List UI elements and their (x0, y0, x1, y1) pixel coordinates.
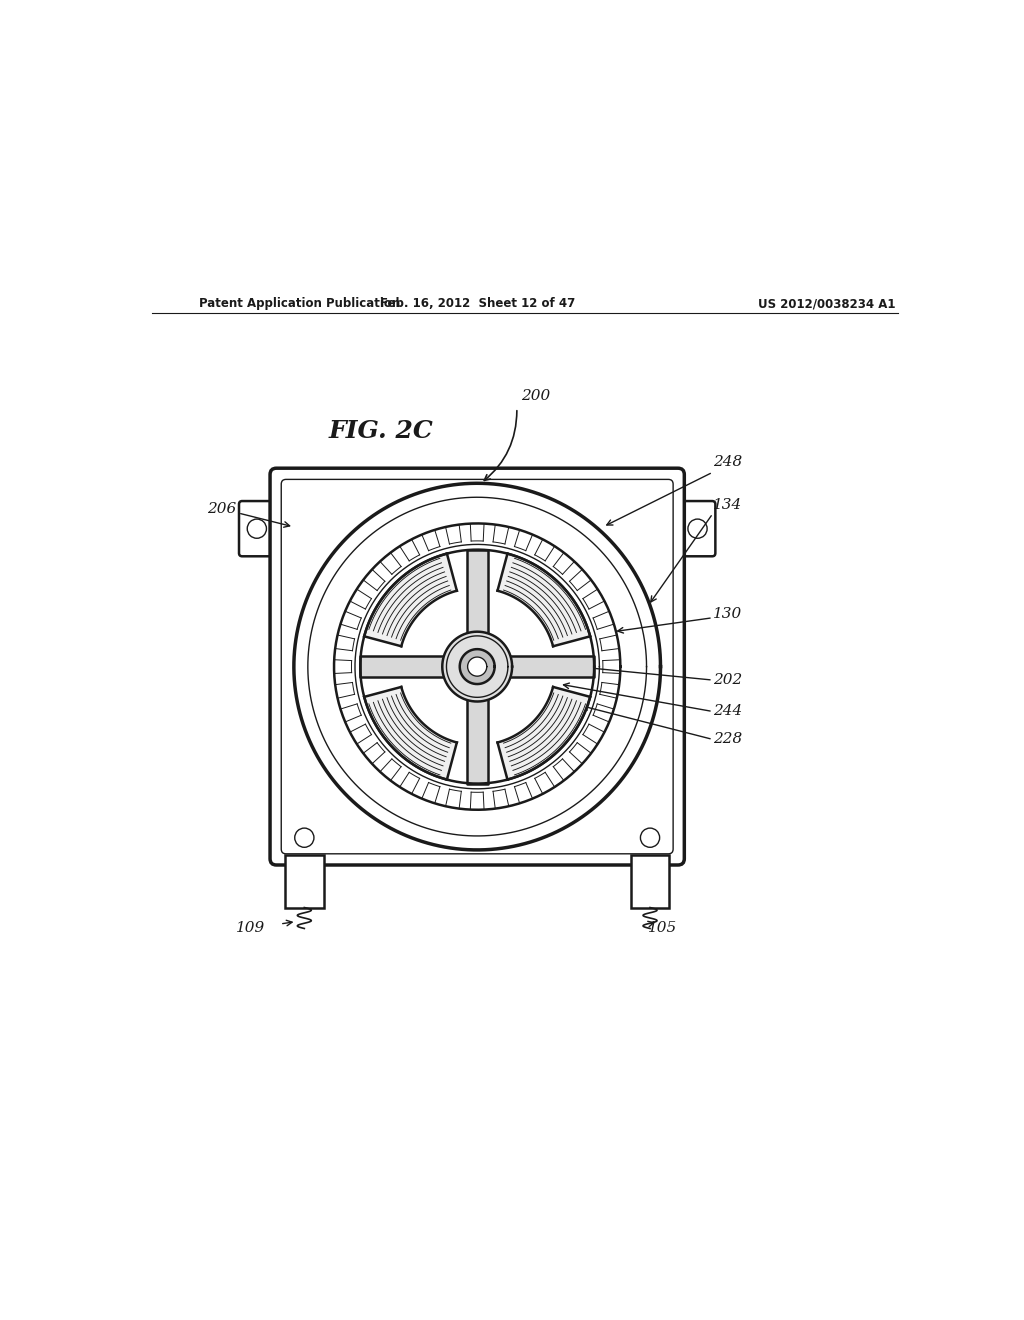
Polygon shape (467, 549, 487, 635)
Text: 200: 200 (521, 389, 550, 403)
Text: 206: 206 (207, 502, 236, 516)
Polygon shape (365, 686, 457, 780)
Text: 105: 105 (648, 921, 678, 935)
Polygon shape (509, 656, 594, 677)
FancyBboxPatch shape (239, 502, 304, 556)
Text: 202: 202 (713, 673, 742, 686)
Polygon shape (442, 632, 512, 701)
Text: Patent Application Publication: Patent Application Publication (200, 297, 400, 310)
Text: 228: 228 (713, 733, 742, 746)
Text: US 2012/0038234 A1: US 2012/0038234 A1 (758, 297, 895, 310)
Text: 248: 248 (713, 455, 742, 469)
Bar (285, 855, 324, 908)
Text: FIG. 2C: FIG. 2C (329, 418, 433, 444)
Polygon shape (468, 657, 486, 676)
Text: 244: 244 (713, 705, 742, 718)
Bar (631, 855, 670, 908)
Text: 134: 134 (713, 499, 742, 512)
Polygon shape (498, 686, 590, 780)
Polygon shape (467, 698, 487, 784)
Polygon shape (365, 553, 457, 647)
Polygon shape (498, 553, 590, 647)
FancyBboxPatch shape (650, 502, 716, 556)
Text: Feb. 16, 2012  Sheet 12 of 47: Feb. 16, 2012 Sheet 12 of 47 (380, 297, 574, 310)
FancyBboxPatch shape (270, 469, 684, 865)
Text: 130: 130 (713, 607, 742, 620)
Polygon shape (360, 656, 445, 677)
Text: 109: 109 (237, 921, 265, 935)
Polygon shape (460, 649, 495, 684)
